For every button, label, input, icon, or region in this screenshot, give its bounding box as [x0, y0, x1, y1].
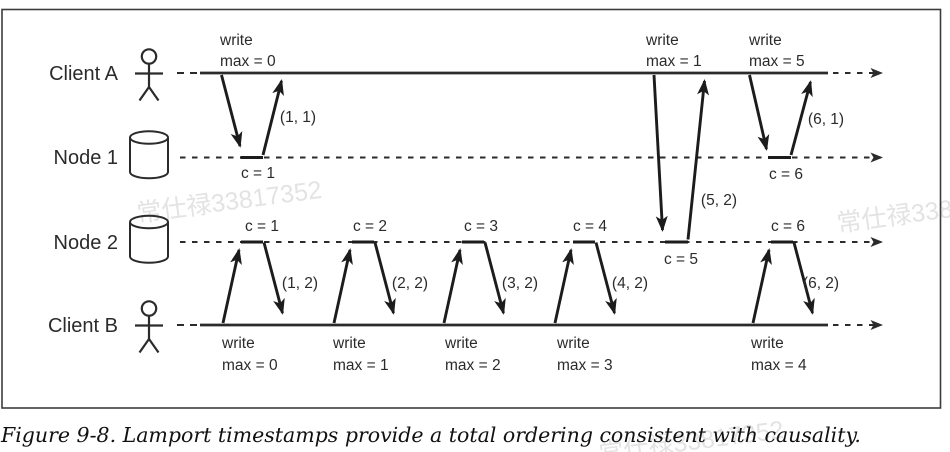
- client-a-arrows: [220, 74, 813, 244]
- lane-icons: [129, 48, 169, 354]
- client-b-arrows: [221, 240, 815, 324]
- person-icon: [135, 48, 163, 102]
- max-label: max = 4: [751, 357, 807, 374]
- timestamp-pair-label: (4, 2): [612, 275, 648, 292]
- max-label: max = 1: [646, 53, 702, 70]
- lane-label-client-b: Client B: [48, 315, 118, 337]
- svg-text:常仕禄33817352: 常仕禄33817352: [135, 176, 323, 228]
- timestamp-pair-label: (6, 2): [803, 275, 839, 292]
- write-label: write: [444, 335, 478, 352]
- request-arrow-b2: [332, 240, 396, 324]
- max-label: max = 0: [222, 357, 278, 374]
- write-label: write: [645, 32, 679, 49]
- timestamp-pair-label: (2, 2): [392, 275, 428, 292]
- database-icon: [129, 214, 169, 264]
- diagram-frame: [1, 8, 942, 409]
- request-arrow-a1: [220, 74, 284, 159]
- svg-text:常仕禄33817352: 常仕禄33817352: [835, 186, 950, 238]
- request-arrow-b3: [442, 240, 506, 324]
- max-label: max = 3: [557, 357, 613, 374]
- client-a-labels: write max = 0 (1, 1) c = 1 write max = 1…: [219, 32, 844, 268]
- counter-label: c = 6: [769, 166, 803, 183]
- figure-caption: Figure 9-8. Lamport timestamps provide a…: [0, 423, 861, 447]
- lane-label-client-a: Client A: [49, 63, 119, 85]
- max-label: max = 5: [749, 53, 805, 70]
- lane-label-node-2: Node 2: [54, 232, 119, 254]
- request-arrow-a3: [748, 74, 813, 159]
- write-label: write: [748, 32, 782, 49]
- lane-labels: Client A Node 1 Node 2 Client B: [48, 63, 119, 337]
- write-label: write: [750, 335, 784, 352]
- timestamp-pair-label: (3, 2): [502, 275, 538, 292]
- write-label: write: [332, 335, 366, 352]
- counter-label: c = 4: [573, 218, 607, 235]
- counter-label: c = 3: [464, 218, 498, 235]
- request-arrow-a2: [652, 74, 710, 244]
- write-label: write: [221, 335, 255, 352]
- max-label: max = 2: [445, 357, 501, 374]
- request-arrow-b4: [553, 240, 617, 324]
- counter-label: c = 5: [664, 251, 698, 268]
- request-arrow-b1: [221, 240, 285, 324]
- person-icon: [135, 300, 163, 354]
- max-label: max = 1: [333, 357, 389, 374]
- timelines: [177, 68, 883, 330]
- timestamp-pair-label: (1, 1): [280, 109, 316, 126]
- request-arrow-b5: [751, 240, 815, 324]
- max-label: max = 0: [220, 53, 276, 70]
- timestamp-pair-label: (6, 1): [808, 111, 844, 128]
- write-label: write: [219, 32, 253, 49]
- lane-label-node-1: Node 1: [54, 147, 119, 169]
- counter-label: c = 6: [771, 218, 805, 235]
- counter-label: c = 1: [241, 165, 275, 182]
- counter-label: c = 1: [245, 218, 279, 235]
- counter-label: c = 2: [353, 218, 387, 235]
- client-b-labels: write max = 0 c = 1 (1, 2) write max = 1…: [221, 218, 839, 374]
- database-icon: [129, 130, 169, 180]
- timestamp-pair-label: (5, 2): [701, 192, 737, 209]
- timestamp-pair-label: (1, 2): [282, 275, 318, 292]
- write-label: write: [556, 335, 590, 352]
